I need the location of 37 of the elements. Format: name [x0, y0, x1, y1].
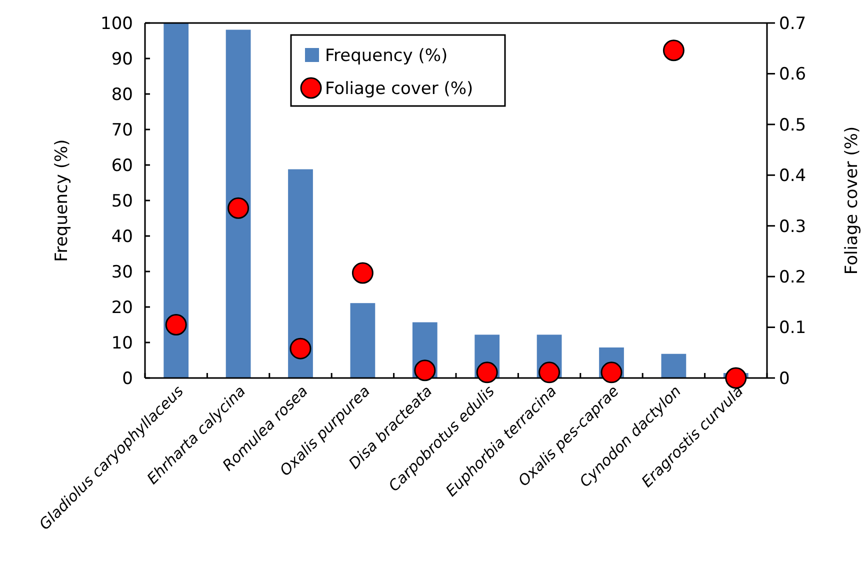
y2-tick-label: 0.3 — [779, 216, 806, 237]
y-tick-label: 10 — [111, 333, 133, 354]
y-tick-label: 20 — [111, 298, 133, 318]
point — [228, 197, 250, 219]
point — [165, 314, 187, 336]
bar — [350, 303, 376, 378]
y-tick-label: 90 — [111, 49, 133, 70]
y-tick-label: 40 — [111, 226, 133, 247]
y2-tick-label: 0.4 — [779, 166, 806, 186]
point — [352, 262, 374, 284]
legend-label: Foliage cover (%) — [325, 78, 474, 99]
y2-tick-label: 0.6 — [779, 64, 806, 85]
point — [476, 362, 498, 384]
y2-axis-title: Foliage cover (%) — [842, 126, 862, 275]
y-axis-title: Frequency (%) — [52, 139, 72, 262]
y-tick-label: 0 — [122, 368, 133, 389]
legend-label: Frequency (%) — [325, 46, 448, 66]
point — [290, 338, 312, 360]
bar — [288, 169, 313, 378]
point — [662, 40, 684, 62]
bar — [164, 23, 189, 378]
y2-tick-label: 0.2 — [779, 268, 806, 288]
y-tick-label: 60 — [111, 156, 133, 176]
y-tick-label: 100 — [100, 14, 133, 34]
y2-tick-label: 0.7 — [779, 14, 806, 34]
bar — [226, 30, 251, 378]
y2-tick-label: 0.1 — [779, 318, 806, 338]
y2-tick-label: 0.5 — [779, 115, 806, 136]
point — [414, 360, 436, 382]
point — [725, 367, 747, 389]
y-tick-label: 50 — [111, 191, 133, 212]
y-tick-label: 80 — [111, 84, 133, 105]
y-tick-label: 30 — [111, 262, 133, 282]
y-tick-label: 70 — [111, 120, 133, 140]
point — [538, 362, 560, 384]
bar — [661, 354, 686, 378]
y2-tick-label: 0 — [779, 368, 790, 389]
